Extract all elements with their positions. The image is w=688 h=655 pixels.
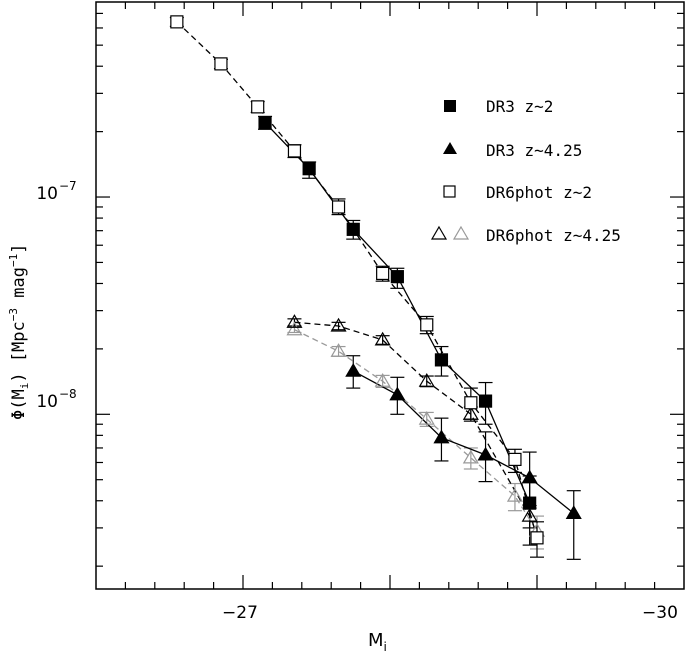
point-dr3-z-2 [302,162,316,176]
legend-marker-dr6-z2 [443,185,456,198]
point-dr6phot-z-2 [530,531,544,545]
legend-label-dr6-z425: DR6phot z~4.25 [486,226,621,245]
point-dr6phot-z-2 [420,318,434,332]
legend: DR3 z~2 DR3 z~4.25 DR6phot z~2 DR6phot z… [430,97,621,245]
point-dr6phot-z-2 [376,266,390,281]
legend-marker-dr6-z425-black [430,225,448,240]
point-dr6phot-z-4-25-grey- [286,321,303,336]
point-dr3-z-4-25 [565,505,582,519]
point-dr3-z-4-25 [521,469,538,484]
point-dr6phot-z-4-25 [374,331,391,346]
point-dr3-z-2 [523,496,537,510]
point-dr3-z-4-25 [477,446,494,461]
point-dr3-z-4-25 [433,429,450,444]
legend-label-dr3-z425: DR3 z~4.25 [486,141,582,160]
point-dr3-z-2 [346,222,360,236]
point-dr6phot-z-2 [287,144,302,158]
point-dr6phot-z-2 [464,396,478,410]
plot-frame [95,1,685,590]
point-dr6phot-z-4-25 [418,373,435,387]
series-line-dr6phot-z-4-25-grey- [294,329,538,532]
x-tick-label-30: −30 [642,603,678,623]
point-dr6phot-z-4-25 [286,314,303,328]
y-tick-exp-1e-8: −8 [59,387,77,401]
legend-label-dr6-z2: DR6phot z~2 [486,183,592,202]
point-dr6phot-z-2 [214,57,228,71]
legend-marker-dr3-z2 [444,100,456,112]
point-dr6phot-z-4-25-grey- [506,487,523,502]
axis-ticks [96,2,684,589]
series-line-dr3-z-4-25 [352,370,575,514]
point-dr6phot-z-4-25-grey- [418,410,435,425]
y-tick-label-1e-7: 10 [36,184,58,204]
point-dr6phot-z-4-25 [521,507,538,522]
point-dr6phot-z-2 [170,15,184,29]
series-line-dr6phot-z-4-25 [294,321,531,517]
point-dr3-z-2 [390,270,404,284]
point-dr6phot-z-2 [251,100,265,114]
point-dr6phot-z-2 [331,200,346,214]
point-dr3-z-2 [434,353,449,367]
point-dr3-z-2 [478,394,493,408]
y-tick-label-1e-8: 10 [36,392,58,412]
series-line-dr6phot-z-2 [176,21,538,538]
point-dr6phot-z-4-25-grey- [374,373,391,387]
y-axis-label: Φ(Mi) [Mpc−3 mag−1] [7,244,31,420]
y-tick-exp-1e-7: −7 [59,179,77,193]
legend-marker-dr6-z425-grey [452,225,470,240]
point-dr6phot-z-4-25 [462,406,479,420]
point-dr6phot-z-2 [508,452,522,467]
data-markers [170,15,582,545]
point-dr3-z-4-25 [345,362,362,377]
x-axis-label: Mi [368,630,387,654]
legend-marker-dr3-z425 [443,142,457,154]
point-dr3-z-2 [258,116,272,130]
point-dr3-z-4-25 [389,386,406,401]
point-dr6phot-z-4-25-grey- [330,343,347,357]
point-dr6phot-z-4-25 [330,317,347,332]
legend-label-dr3-z2: DR3 z~2 [486,97,553,116]
point-dr6phot-z-4-25-grey- [462,449,479,464]
x-tick-label-27: −27 [222,603,258,623]
